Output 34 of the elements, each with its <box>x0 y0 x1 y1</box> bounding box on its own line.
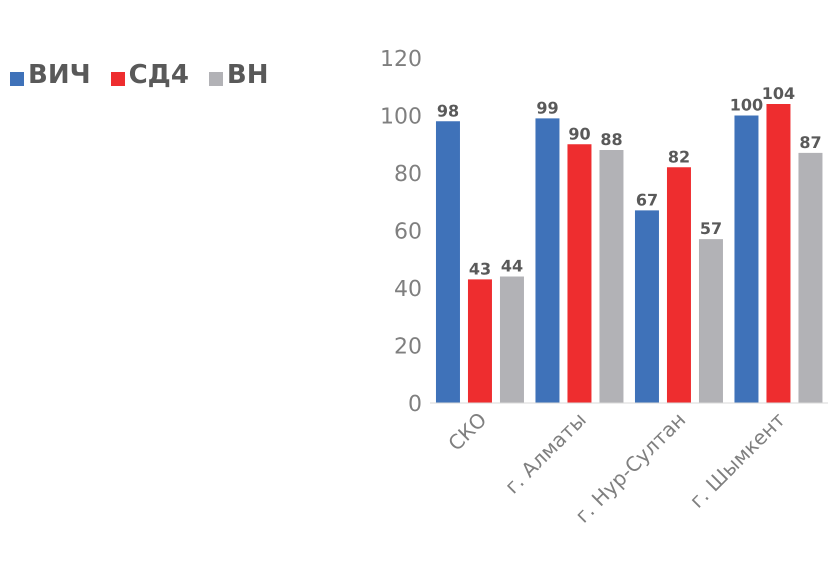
data-label: 88 <box>600 130 623 149</box>
y-tick-label: 0 <box>408 392 422 417</box>
bar <box>798 152 822 403</box>
bar <box>766 104 790 403</box>
legend-label: СД4 <box>128 60 189 90</box>
y-tick-label: 80 <box>394 162 422 187</box>
data-label: 100 <box>730 96 764 114</box>
bar <box>599 150 624 403</box>
bar <box>468 279 492 403</box>
data-label: 87 <box>799 132 822 152</box>
data-label: 98 <box>436 101 460 120</box>
data-label: 99 <box>536 98 559 118</box>
y-tick-label: 60 <box>394 219 422 244</box>
data-label: 104 <box>762 84 796 103</box>
data-label: 57 <box>700 219 722 238</box>
legend-label: ВН <box>226 60 268 90</box>
bar <box>567 144 592 403</box>
bar <box>535 118 560 403</box>
data-label: 67 <box>636 190 658 210</box>
legend-label: ВИЧ <box>28 60 91 90</box>
y-tick-label: 100 <box>380 104 422 130</box>
data-label: 90 <box>568 124 591 144</box>
bar <box>698 239 723 403</box>
bar <box>734 116 758 403</box>
bar <box>634 210 659 403</box>
data-label: 82 <box>668 147 690 166</box>
y-tick-label: 120 <box>380 46 422 72</box>
bar <box>500 276 524 403</box>
y-tick-label: 40 <box>394 276 422 302</box>
bar <box>666 167 691 403</box>
data-label: 44 <box>500 256 524 276</box>
data-label: 43 <box>468 259 492 278</box>
bar <box>436 121 460 403</box>
y-tick-label: 20 <box>394 334 422 360</box>
